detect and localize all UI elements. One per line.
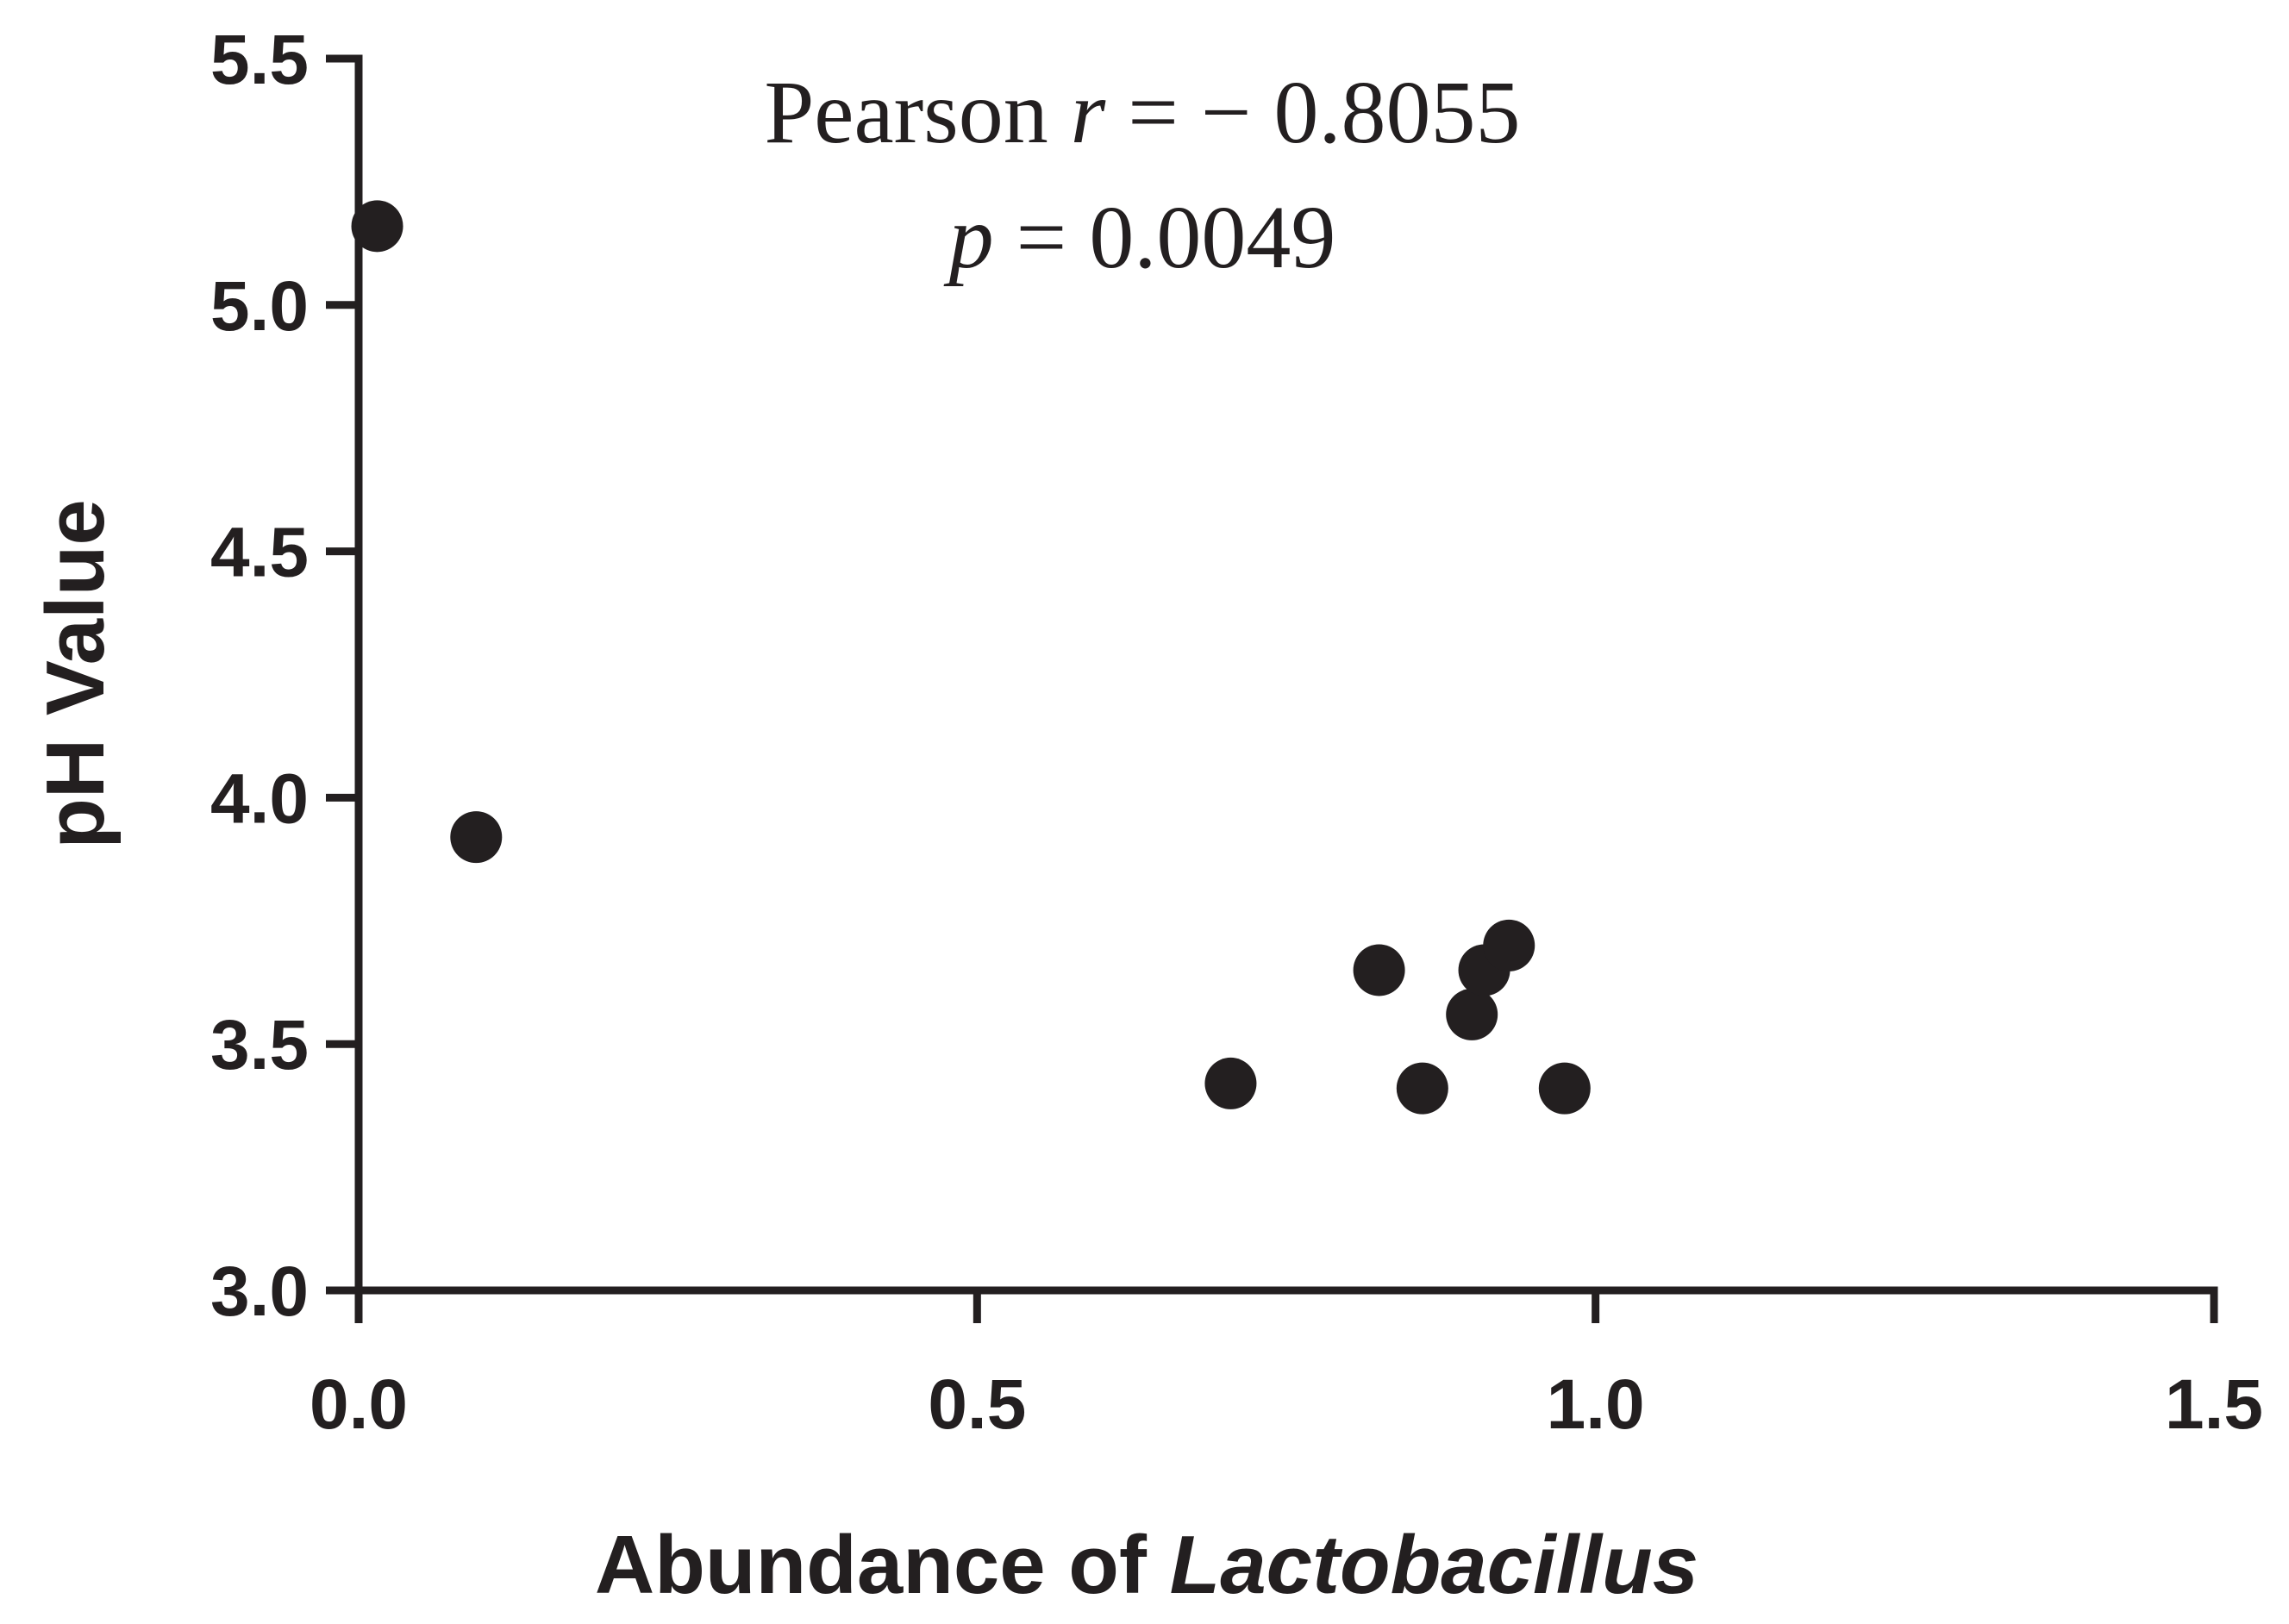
y-axis-title: pH Value: [29, 499, 122, 848]
x-axis-title-prefix: Abundance of: [595, 1519, 1148, 1611]
data-point: [1353, 944, 1405, 996]
y-tick-label: 5.0: [210, 267, 309, 346]
pearson-label: Pearson: [764, 63, 1048, 162]
y-tick-label: 5.5: [210, 21, 309, 99]
y-tick-label: 4.0: [210, 759, 309, 838]
p-value: = 0.0049: [1016, 188, 1336, 287]
data-point: [1204, 1057, 1257, 1109]
x-axis-title-italic: Lactobacillus: [1170, 1519, 1699, 1611]
p-annotation: p = 0.0049: [943, 188, 1336, 287]
data-point: [1538, 1062, 1591, 1115]
r-symbol: r: [1071, 63, 1106, 162]
x-tick-label: 1.0: [1547, 1365, 1645, 1444]
data-point: [1446, 988, 1498, 1040]
data-point: [351, 200, 403, 253]
y-tick-label: 3.0: [210, 1252, 309, 1331]
data-point: [450, 811, 503, 864]
x-axis-title: Abundance of Lactobacillus: [595, 1519, 1698, 1611]
data-point: [1483, 919, 1535, 971]
pearson-annotation: Pearson r = − 0.8055: [764, 63, 1520, 162]
r-value: = − 0.8055: [1128, 63, 1520, 162]
data-points: [351, 200, 1591, 1115]
y-ticks: 3.0 3.5 4.0 4.5 5.0 5.5: [210, 21, 359, 1331]
y-tick-label: 4.5: [210, 514, 309, 592]
x-tick-label: 0.0: [310, 1365, 408, 1444]
data-point: [1396, 1062, 1448, 1115]
x-tick-label: 1.5: [2165, 1365, 2263, 1444]
y-tick-label: 3.5: [210, 1006, 309, 1084]
x-ticks: 0.0 0.5 1.0 1.5: [310, 1290, 2263, 1444]
p-symbol: p: [943, 188, 994, 287]
x-tick-label: 0.5: [928, 1365, 1026, 1444]
